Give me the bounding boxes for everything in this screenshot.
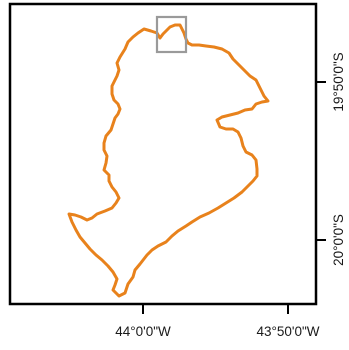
locator-box bbox=[155, 15, 188, 54]
x-tick-label-44w: 44°0'0"W bbox=[115, 324, 171, 339]
y-tick-label-20s: 20°0'0"S bbox=[331, 214, 346, 266]
city-boundary-outline bbox=[67, 23, 270, 298]
y-tick-label-19-50s: 19°50'0"S bbox=[331, 52, 346, 111]
x-tick-label-43-50w: 43°50'0"W bbox=[256, 324, 319, 339]
map-frame bbox=[8, 2, 318, 306]
